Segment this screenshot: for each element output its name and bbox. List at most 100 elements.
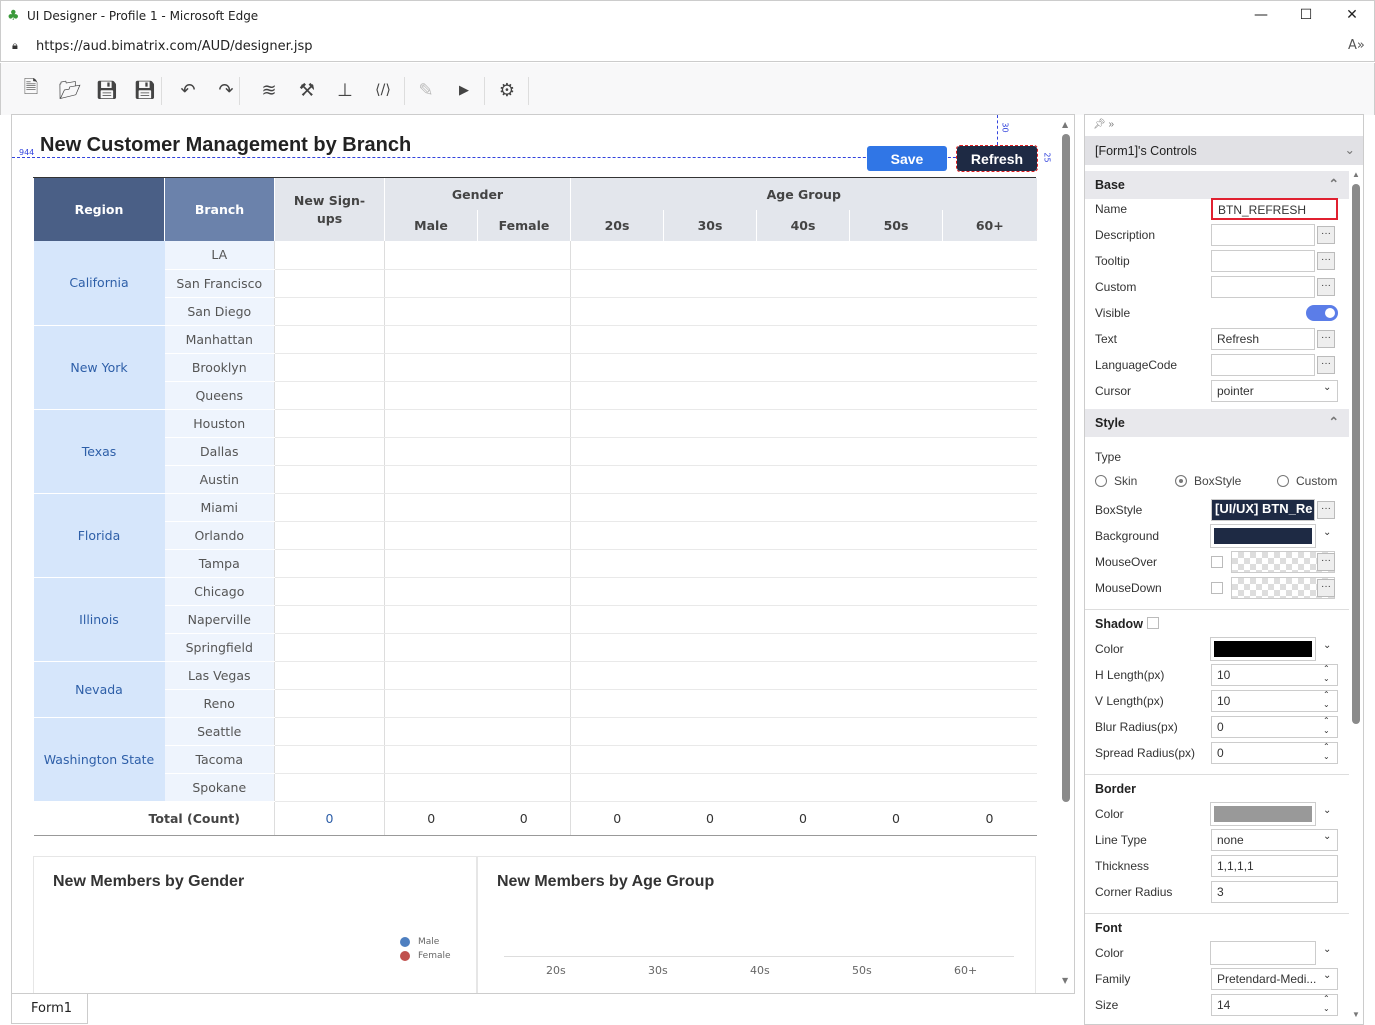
save-button[interactable]: Save xyxy=(867,146,947,171)
scroll-down-icon[interactable]: ▼ xyxy=(1062,976,1069,985)
signups-cell[interactable] xyxy=(274,493,385,522)
text-field[interactable]: Refresh xyxy=(1211,328,1315,350)
spinner-icon[interactable]: ⌃ ⌄ xyxy=(1323,664,1330,683)
panel-scrollbar[interactable]: ▲ ▼ xyxy=(1351,170,1361,1024)
ellipsis-button[interactable]: ··· xyxy=(1317,252,1335,270)
signups-cell[interactable] xyxy=(274,269,385,298)
section-base[interactable]: Base ⌃ xyxy=(1085,171,1349,199)
gender-cell[interactable] xyxy=(384,353,571,382)
tab-form1[interactable]: Form1 xyxy=(11,994,88,1024)
signups-cell[interactable] xyxy=(274,241,385,270)
gender-cell[interactable] xyxy=(384,773,571,802)
font-color-picker[interactable] xyxy=(1210,941,1316,965)
gender-cell[interactable] xyxy=(384,661,571,690)
signups-cell[interactable] xyxy=(274,325,385,354)
tooltip-field[interactable] xyxy=(1211,250,1315,272)
age-cell[interactable] xyxy=(570,241,1037,270)
gender-cell[interactable] xyxy=(384,297,571,326)
font-family-select[interactable]: Pretendard-Medi... xyxy=(1211,968,1338,990)
shadow-checkbox[interactable] xyxy=(1147,617,1159,629)
shadow-blur-radius-px--field[interactable]: 0 xyxy=(1211,716,1338,738)
gender-cell[interactable] xyxy=(384,437,571,466)
read-aloud-icon[interactable]: A» xyxy=(1348,38,1365,53)
age-cell[interactable] xyxy=(570,465,1037,494)
shadow-spread-radius-px--field[interactable]: 0 xyxy=(1211,742,1338,764)
gender-cell[interactable] xyxy=(384,381,571,410)
database-button[interactable]: ≋ xyxy=(256,77,282,103)
canvas-scrollbar[interactable]: ▲ ▼ xyxy=(1060,118,1072,990)
ellipsis-button[interactable]: ··· xyxy=(1317,330,1335,348)
signups-cell[interactable] xyxy=(274,521,385,550)
signups-cell[interactable] xyxy=(274,745,385,774)
gender-cell[interactable] xyxy=(384,717,571,746)
age-cell[interactable] xyxy=(570,325,1037,354)
age-cell[interactable] xyxy=(570,633,1037,662)
age-cell[interactable] xyxy=(570,577,1037,606)
gender-cell[interactable] xyxy=(384,409,571,438)
signups-cell[interactable] xyxy=(274,577,385,606)
edit-button[interactable]: ✎ xyxy=(413,77,439,103)
address-bar[interactable]: 🔒︎ https://aud.bimatrix.com/AUD/designer… xyxy=(0,32,1375,62)
gender-cell[interactable] xyxy=(384,689,571,718)
save-all-button[interactable]: 💾︎ xyxy=(132,77,158,103)
scroll-thumb[interactable] xyxy=(1352,184,1360,724)
new-file-button[interactable]: 🗎 xyxy=(18,77,44,103)
section-style[interactable]: Style ⌃ xyxy=(1085,409,1349,437)
type-radio[interactable] xyxy=(1095,475,1107,487)
gender-cell[interactable] xyxy=(384,325,571,354)
age-cell[interactable] xyxy=(570,437,1037,466)
redo-button[interactable]: ↷ xyxy=(213,77,239,103)
gender-cell[interactable] xyxy=(384,549,571,578)
gender-cell[interactable] xyxy=(384,633,571,662)
ellipsis-button[interactable]: ··· xyxy=(1317,553,1335,571)
save-button[interactable]: 💾︎ xyxy=(94,77,120,103)
ellipsis-button[interactable]: ··· xyxy=(1317,226,1335,244)
undo-button[interactable]: ↶ xyxy=(175,77,201,103)
age-cell[interactable] xyxy=(570,353,1037,382)
type-radio[interactable] xyxy=(1277,475,1289,487)
controls-dropdown[interactable]: [Form1]'s Controls ⌄ xyxy=(1085,136,1363,165)
open-folder-button[interactable]: 📂︎ xyxy=(57,77,83,103)
close-icon[interactable]: ✕ xyxy=(1346,7,1358,23)
gender-cell[interactable] xyxy=(384,493,571,522)
code-view-button[interactable]: ⟨/⟩ xyxy=(370,77,396,103)
shadow-color-picker[interactable] xyxy=(1210,637,1316,661)
run-button[interactable]: ▶ xyxy=(451,77,477,103)
form-canvas[interactable]: 944 30 25 80 New Customer Management by … xyxy=(11,114,1075,994)
gender-cell[interactable] xyxy=(384,745,571,774)
signups-cell[interactable] xyxy=(274,437,385,466)
age-cell[interactable] xyxy=(570,773,1037,802)
background-color-picker[interactable] xyxy=(1210,524,1316,548)
signups-cell[interactable] xyxy=(274,689,385,718)
signups-cell[interactable] xyxy=(274,633,385,662)
age-cell[interactable] xyxy=(570,689,1037,718)
signups-cell[interactable] xyxy=(274,773,385,802)
border-thickness-field[interactable]: 1,1,1,1 xyxy=(1211,855,1338,877)
font-size-field[interactable]: 14 xyxy=(1211,994,1338,1016)
age-cell[interactable] xyxy=(570,521,1037,550)
age-cell[interactable] xyxy=(570,717,1037,746)
signups-cell[interactable] xyxy=(274,353,385,382)
shadow-h-length-px--field[interactable]: 10 xyxy=(1211,664,1338,686)
age-cell[interactable] xyxy=(570,269,1037,298)
scroll-up-icon[interactable]: ▲ xyxy=(1352,170,1360,179)
age-cell[interactable] xyxy=(570,605,1037,634)
gender-cell[interactable] xyxy=(384,521,571,550)
scroll-up-icon[interactable]: ▲ xyxy=(1062,120,1069,129)
scroll-thumb[interactable] xyxy=(1062,134,1070,802)
gender-cell[interactable] xyxy=(384,269,571,298)
signups-cell[interactable] xyxy=(274,717,385,746)
spinner-icon[interactable]: ⌃ ⌄ xyxy=(1323,742,1330,761)
age-cell[interactable] xyxy=(570,493,1037,522)
signups-cell[interactable] xyxy=(274,381,385,410)
border-color-picker[interactable] xyxy=(1210,802,1316,826)
ellipsis-button[interactable]: ··· xyxy=(1317,356,1335,374)
settings-button[interactable]: ⚙ xyxy=(494,77,520,103)
scroll-down-icon[interactable]: ▼ xyxy=(1352,1010,1360,1019)
border-corner-radius-field[interactable]: 3 xyxy=(1211,881,1338,903)
tools-button[interactable]: ⚒ xyxy=(294,77,320,103)
ellipsis-button[interactable]: ··· xyxy=(1317,501,1335,519)
visible-toggle[interactable] xyxy=(1306,305,1338,321)
age-cell[interactable] xyxy=(570,661,1037,690)
age-cell[interactable] xyxy=(570,409,1037,438)
